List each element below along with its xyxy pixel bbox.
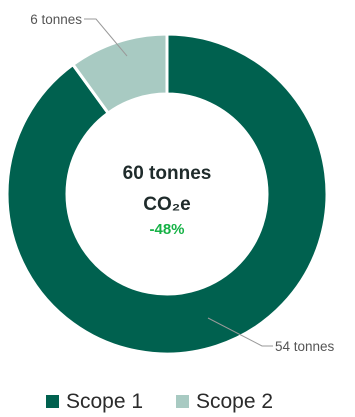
slice-scope-1 [5,32,329,356]
scope-2-data-label: 6 tonnes [30,12,82,27]
slice-scope-2 [71,32,169,115]
legend: Scope 1 Scope 2 [46,390,273,413]
unit-label: CO₂e [143,194,191,215]
scope-1-data-label: 54 tonnes [275,339,335,354]
slice-callouts: 6 tonnes 54 tonnes [30,12,334,354]
legend-label-scope-1: Scope 1 [66,390,143,413]
change-percentage: -48% [149,221,184,238]
legend-swatch-scope-1 [46,395,59,408]
legend-swatch-scope-2 [176,395,189,408]
center-summary: 60 tonnes CO₂e -48% [123,163,212,238]
scope-2-leader-line [84,18,128,57]
total-emissions-label: 60 tonnes [123,163,212,184]
donut-slices [5,32,329,356]
legend-label-scope-2: Scope 2 [196,390,273,413]
scope-1-leader-line [207,317,273,347]
